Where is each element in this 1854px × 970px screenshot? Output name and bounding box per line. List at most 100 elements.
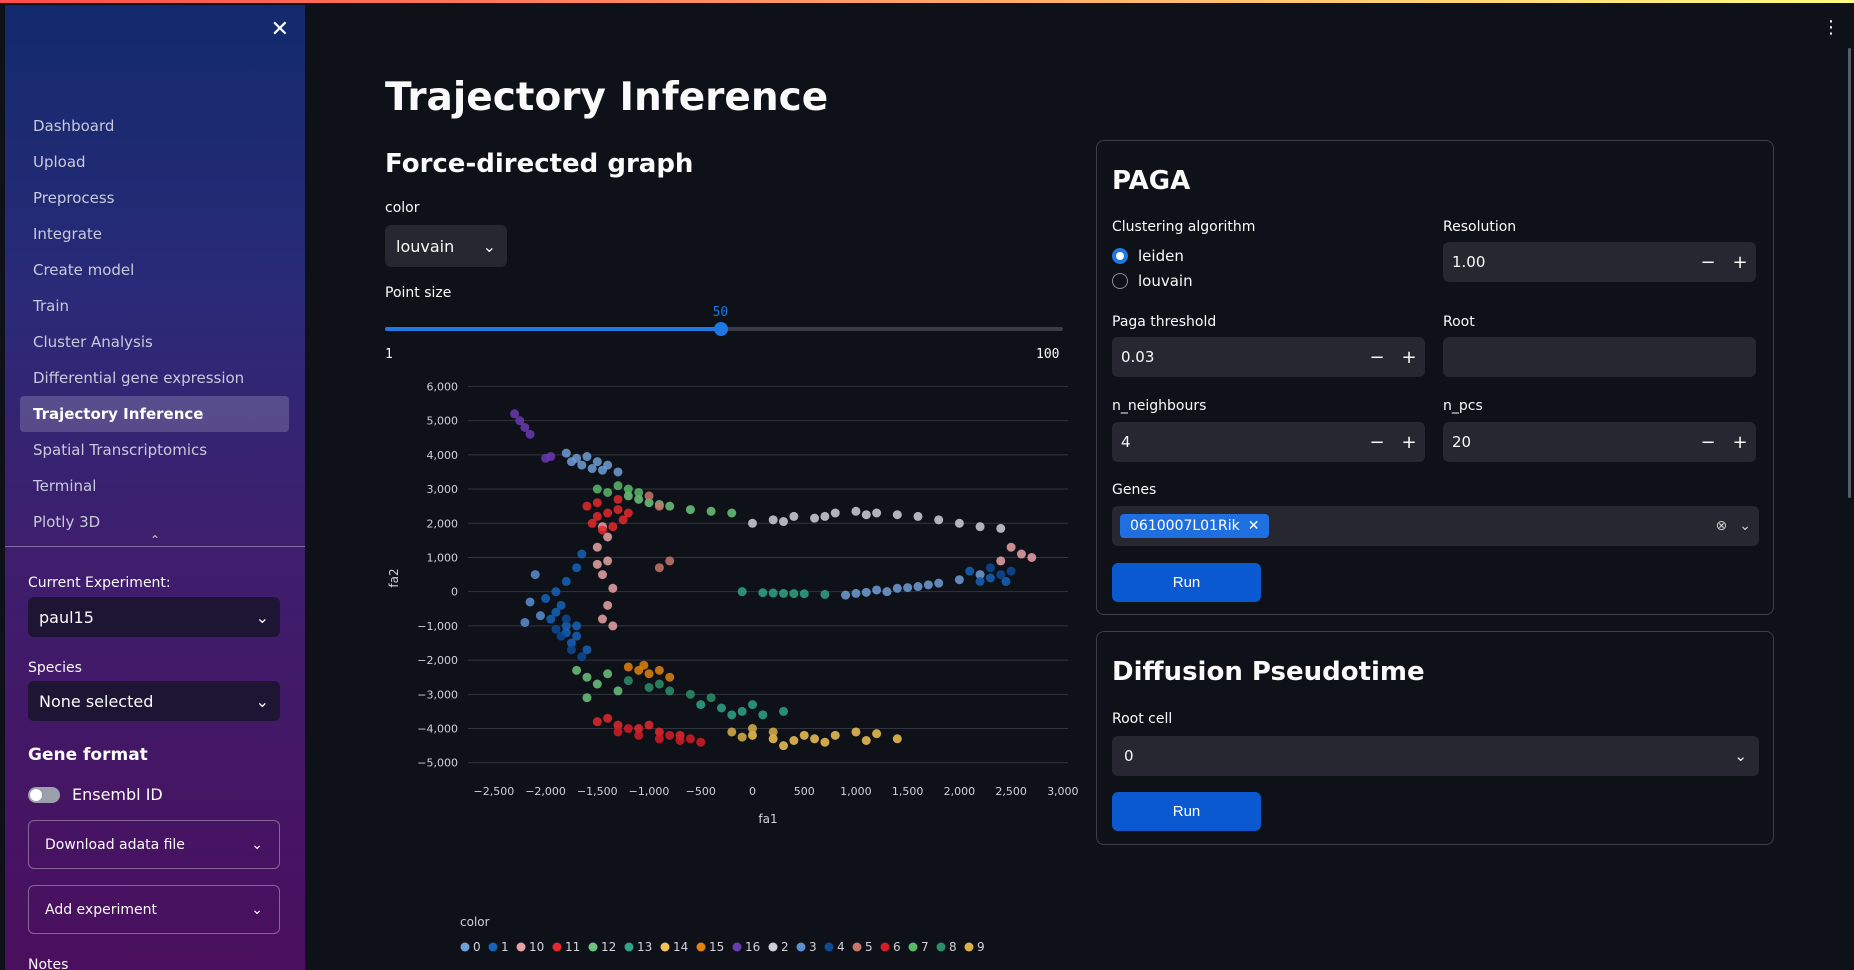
more-menu-icon[interactable]: ⋮ [1822,17,1840,38]
data-point [525,597,535,607]
sidebar-item-upload[interactable]: Upload [33,153,86,171]
sidebar-item-preprocess[interactable]: Preprocess [33,189,115,207]
data-point [975,522,985,532]
threshold-input[interactable]: 0.03 − + [1112,337,1425,377]
sidebar-item-integrate[interactable]: Integrate [33,225,103,243]
sidebar-item-spatial-transcriptomics[interactable]: Spatial Transcriptomics [33,441,208,459]
radio-unselected-icon [1112,273,1128,289]
chevron-down-icon: ⌄ [251,836,263,853]
current-experiment-value: paul15 [39,607,94,627]
data-point [572,631,582,641]
radio-louvain-label: louvain [1138,272,1193,290]
legend-item-label: 15 [709,940,724,954]
data-point [965,566,975,576]
plus-icon[interactable]: + [1732,431,1748,453]
data-point [737,706,747,716]
minus-icon[interactable]: − [1369,431,1385,453]
data-point [654,679,664,689]
data-point [810,513,820,523]
data-point [1016,549,1026,559]
resolution-input[interactable]: 1.00 − + [1443,242,1756,282]
data-point [768,588,778,598]
slider-thumb[interactable] [713,322,728,336]
data-point [654,727,664,737]
chip-remove-icon[interactable]: ✕ [1247,518,1260,534]
root-input[interactable] [1443,337,1756,377]
plus-icon[interactable]: + [1401,431,1417,453]
data-point [913,511,923,521]
close-icon[interactable]: ✕ [270,17,289,42]
chevron-up-icon[interactable]: ⌃ [150,533,161,547]
data-point [996,570,1006,580]
x-tick-label: −2,000 [525,785,566,798]
x-tick-label: −1,500 [577,785,618,798]
threshold-label: Paga threshold [1112,314,1217,330]
sidebar-item-terminal[interactable]: Terminal [33,477,97,495]
legend-marker [732,942,742,952]
sidebar-item-differential-gene-expression[interactable]: Differential gene expression [33,369,245,387]
data-point [913,582,923,592]
sidebar-item-plotly-3d[interactable]: Plotly 3D [33,513,101,531]
data-point [639,660,649,670]
sidebar-item-cluster-analysis[interactable]: Cluster Analysis [33,333,153,351]
point-size-slider[interactable] [385,322,1063,336]
root-cell-select[interactable]: 0 ⌄ [1112,736,1759,776]
radio-leiden[interactable]: leiden [1112,247,1184,265]
neighbours-input[interactable]: 4 − + [1112,422,1425,462]
main-content: ⋮ Trajectory Inference Force-directed gr… [305,3,1854,970]
add-experiment-expander[interactable]: Add experiment ⌄ [28,885,280,934]
gene-chip[interactable]: 0610007L01Rik ✕ [1120,514,1270,538]
data-point [561,614,571,624]
ensembl-toggle-row: Ensembl ID [28,785,163,804]
chevron-down-icon: ⌄ [482,236,496,256]
genes-multiselect[interactable]: 0610007L01Rik ✕ ⊗ ⌄ [1112,506,1759,546]
data-point [644,720,654,730]
minus-icon[interactable]: − [1700,431,1716,453]
data-point [954,575,964,585]
data-point [577,460,587,470]
legend-item-label: 16 [745,940,760,954]
data-point [758,710,768,720]
minus-icon[interactable]: − [1369,346,1385,368]
data-point [665,672,675,682]
data-point [737,587,747,597]
color-select[interactable]: louvain ⌄ [385,225,507,267]
data-point [644,669,654,679]
legend-item-label: 0 [473,940,481,954]
data-point [634,724,644,734]
y-tick-label: 1,000 [427,551,459,564]
minus-icon[interactable]: − [1700,251,1716,273]
data-point [985,573,995,583]
force-directed-scatter-chart[interactable]: −5,000 −4,000 −3,000 −2,000 −1,000 0 1,000 2,00… [380,373,1080,968]
current-experiment-select[interactable]: paul15 ⌄ [28,597,280,637]
data-point [861,510,871,520]
notes-label: Notes [28,957,69,970]
data-point [654,563,664,573]
legend-marker [624,942,634,952]
sidebar-item-create-model[interactable]: Create model [33,261,135,279]
pcs-input[interactable]: 20 − + [1443,422,1756,462]
data-point [810,734,820,744]
data-point [613,727,623,737]
plus-icon[interactable]: + [1732,251,1748,273]
data-point [851,588,861,598]
diffusion-run-button[interactable]: Run [1112,792,1261,831]
data-point [747,724,757,734]
sidebar-item-train[interactable]: Train [33,297,69,315]
clear-all-icon[interactable]: ⊗ [1715,518,1728,534]
scrollbar[interactable] [1848,48,1851,498]
ensembl-toggle[interactable] [28,786,60,803]
sidebar-item-dashboard[interactable]: Dashboard [33,117,115,135]
sidebar-item-trajectory-inference[interactable]: Trajectory Inference [20,396,289,432]
data-point [556,631,566,641]
slider-min: 1 [385,347,393,362]
species-select[interactable]: None selected ⌄ [28,681,280,721]
chevron-down-icon[interactable]: ⌄ [1739,518,1751,534]
plus-icon[interactable]: + [1401,346,1417,368]
data-point [696,737,706,747]
download-adata-expander[interactable]: Download adata file ⌄ [28,820,280,869]
radio-louvain[interactable]: louvain [1112,272,1193,290]
data-point [820,589,830,599]
data-point [608,522,618,532]
paga-run-button[interactable]: Run [1112,563,1261,602]
